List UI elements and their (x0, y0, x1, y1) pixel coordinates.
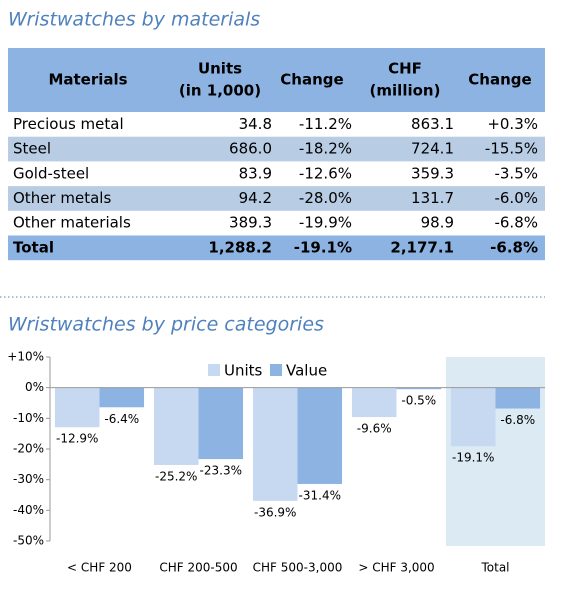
y-tick-label: -30% (13, 472, 44, 486)
cell: 2,177.1 (390, 238, 454, 256)
y-tick-label: -10% (13, 411, 44, 425)
cell: Other materials (13, 214, 131, 232)
y-tick-label: -20% (13, 442, 44, 456)
cell: -15.5% (485, 140, 538, 158)
bar (450, 387, 496, 447)
bar (198, 387, 244, 460)
cell: -12.6% (299, 164, 352, 182)
cell: 389.3 (229, 214, 272, 232)
x-tick-label: CHF 500-3,000 (253, 561, 343, 575)
data-label: -6.4% (104, 412, 139, 426)
data-label: -0.5% (401, 394, 436, 408)
cell: Total (13, 238, 54, 256)
x-tick-label: < CHF 200 (67, 561, 132, 575)
cell: Steel (13, 140, 51, 158)
chart-title: Wristwatches by price categories (8, 314, 324, 336)
cell: 724.1 (411, 140, 454, 158)
cell: -6.0% (494, 189, 538, 207)
cell: Precious metal (13, 115, 124, 133)
column-header: Units (198, 60, 242, 78)
cell: +0.3% (487, 115, 538, 133)
y-tick-label: -50% (13, 534, 44, 548)
column-header: (million) (370, 82, 441, 100)
cell: 131.7 (411, 189, 454, 207)
column-header: CHF (388, 60, 422, 78)
cell: 98.9 (421, 214, 454, 232)
data-label: -23.3% (200, 464, 242, 478)
bar (297, 387, 343, 484)
bar (495, 387, 541, 409)
legend-swatch (270, 364, 282, 376)
cell: -28.0% (299, 189, 352, 207)
cell: -6.8% (494, 214, 538, 232)
bar (54, 387, 100, 428)
cell: 34.8 (239, 115, 272, 133)
bar (252, 387, 298, 501)
cell: Gold-steel (13, 164, 89, 182)
data-label: -25.2% (155, 469, 197, 483)
column-header: (in 1,000) (179, 82, 261, 100)
cell: 686.0 (229, 140, 272, 158)
cell: 863.1 (411, 115, 454, 133)
column-header: Change (280, 71, 343, 89)
x-tick-label: Total (480, 561, 509, 575)
bar (396, 387, 442, 390)
cell: -3.5% (494, 164, 538, 182)
data-label: -12.9% (56, 432, 98, 446)
x-tick-label: > CHF 3,000 (358, 561, 434, 575)
cell: 83.9 (239, 164, 272, 182)
row-bg (8, 136, 545, 162)
cell: 1,288.2 (208, 238, 272, 256)
row-bg (8, 235, 545, 261)
legend-swatch (208, 364, 220, 376)
bar (99, 387, 145, 408)
data-label: -36.9% (254, 505, 296, 519)
bar (153, 387, 199, 465)
cell: -11.2% (299, 115, 352, 133)
table-header (8, 48, 545, 112)
legend-label: Units (224, 362, 263, 380)
cell: -19.9% (299, 214, 352, 232)
y-tick-label: 0% (25, 380, 44, 394)
cell: -6.8% (490, 238, 538, 256)
bar (351, 387, 397, 418)
x-tick-label: CHF 200-500 (159, 561, 237, 575)
data-label: -31.4% (299, 488, 341, 502)
cell: -19.1% (294, 238, 352, 256)
cell: 359.3 (411, 164, 454, 182)
column-header: Materials (48, 71, 127, 89)
data-label: -19.1% (452, 451, 494, 465)
cell: Other metals (13, 189, 111, 207)
table-title: Wristwatches by materials (8, 9, 260, 31)
cell: -18.2% (299, 140, 352, 158)
y-tick-label: -40% (13, 503, 44, 517)
y-tick-label: +10% (7, 350, 44, 364)
data-label: -6.8% (500, 413, 535, 427)
legend-label: Value (286, 362, 327, 380)
row-bg (8, 186, 545, 211)
data-label: -9.6% (357, 422, 392, 436)
column-header: Change (468, 71, 531, 89)
cell: 94.2 (239, 189, 272, 207)
